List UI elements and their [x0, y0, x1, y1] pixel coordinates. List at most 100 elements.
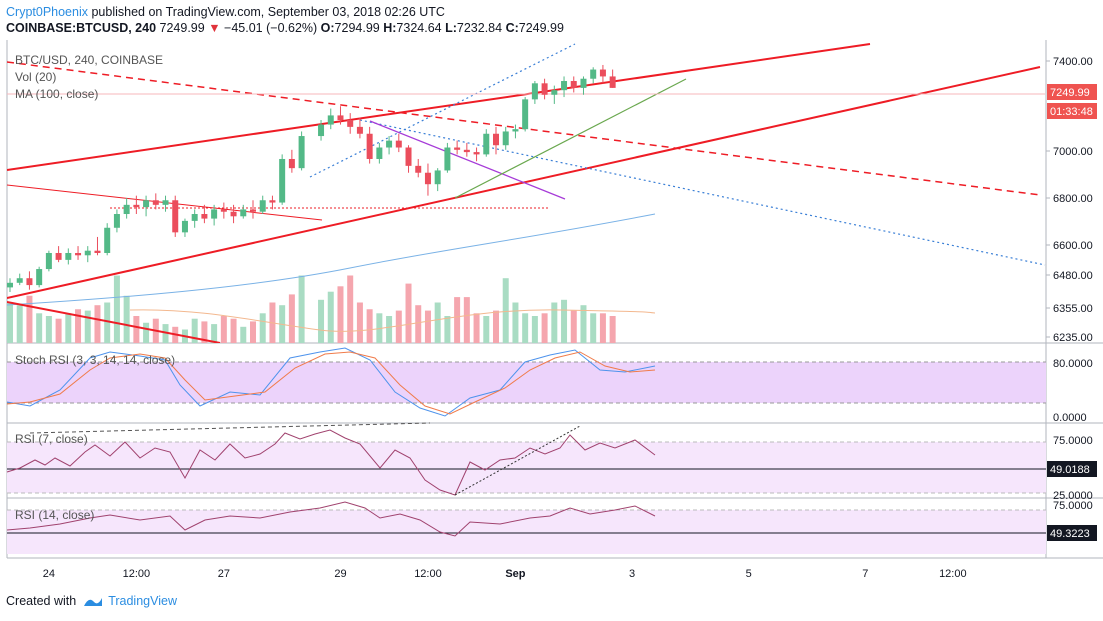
high-label: H: [383, 21, 397, 35]
low-label: L: [445, 21, 457, 35]
candle-body [288, 158, 295, 169]
price-chart[interactable]: 7400.00 7000.00 6800.00 6600.00 6480.00 6355.… [0, 40, 1103, 590]
volume-bar [463, 297, 470, 343]
price-tick-label: 6355.00 [1053, 303, 1093, 315]
volume-bar [580, 305, 587, 343]
time-tick-label: 27 [218, 568, 230, 580]
published-text: published on TradingView.com, September … [91, 5, 445, 19]
symbol-label: COINBASE:BTCUSD, 240 [6, 21, 157, 35]
candle-body [366, 133, 373, 159]
candle-body [415, 165, 422, 173]
down-arrow-icon: ▼ [208, 21, 221, 35]
time-tick-label: 5 [746, 568, 752, 580]
volume-bar [473, 313, 480, 343]
candle-body [522, 99, 529, 130]
time-tick-label: 7 [862, 568, 868, 580]
candle-body [376, 147, 383, 159]
ma-100-line [7, 213, 656, 306]
volume-bar [16, 305, 23, 343]
volume-bar [133, 316, 140, 343]
candle-body [181, 220, 188, 233]
volume-bar [318, 299, 325, 343]
author-link[interactable]: Crypt0Phoenix [6, 5, 88, 19]
price-tick-label: 6600.00 [1053, 240, 1093, 252]
volume-bar [45, 316, 52, 343]
candle-body [502, 131, 509, 146]
price-tick-label: 7000.00 [1053, 146, 1093, 158]
candle-body [279, 158, 286, 203]
candle-body [531, 83, 538, 100]
candle-body [269, 200, 276, 203]
stoch-legend: Stoch RSI (3, 3, 14, 14, close) [15, 353, 175, 367]
rsi14-line [6, 501, 656, 537]
high-value: 7324.64 [396, 21, 442, 35]
volume-bar [483, 316, 490, 343]
stoch-d-line [6, 351, 656, 415]
volume-bar [366, 309, 373, 343]
candle-body [424, 172, 431, 185]
candle-body [599, 69, 606, 77]
volume-bar [104, 302, 111, 343]
volume-bar [65, 313, 72, 343]
candle-body [463, 149, 470, 153]
volume-bar [55, 318, 62, 343]
rsi14-legend: RSI (14, close) [15, 508, 94, 522]
time-tick-label: 24 [43, 568, 55, 580]
candle-body [473, 152, 480, 155]
volume-bar [609, 316, 616, 343]
candle-body [16, 278, 23, 283]
volume-bar [541, 313, 548, 343]
tradingview-link[interactable]: TradingView [82, 594, 177, 608]
upper-channel-line [7, 43, 871, 171]
volume-bar [522, 313, 529, 343]
time-tick-label: 3 [629, 568, 635, 580]
candle-body [580, 78, 587, 88]
volume-bar [424, 310, 431, 343]
volume-bar [75, 309, 82, 343]
close-label: C: [505, 21, 519, 35]
candle-body [405, 147, 412, 166]
volume-bar [220, 316, 227, 343]
stoch-band [7, 362, 1046, 403]
stoch-level-0: 0.0000 [1053, 412, 1087, 424]
candle-body [483, 133, 490, 155]
ohlc-line: COINBASE:BTCUSD, 240 7249.99 ▼ −45.01 (−… [6, 20, 1096, 36]
last-price: 7249.99 [159, 21, 205, 35]
candle-body [36, 269, 43, 286]
footer: Created with TradingView [6, 594, 177, 608]
candle-body [512, 129, 519, 132]
candle-body [7, 282, 13, 288]
candle-body [84, 250, 91, 256]
created-with-label: Created with [6, 594, 77, 608]
volume-bar [502, 278, 509, 343]
candle-body [298, 136, 305, 169]
volume-bar [599, 313, 606, 343]
volume-bar [94, 305, 101, 343]
volume-bar [162, 324, 169, 343]
candle-body [493, 133, 499, 146]
candle-body [45, 252, 52, 270]
candle-body [201, 214, 208, 219]
volume-bar [36, 313, 43, 343]
volume-bar [531, 316, 538, 343]
open-label: O: [320, 21, 335, 35]
candle-body [250, 209, 256, 212]
candle-body [104, 227, 111, 253]
volume-bar [84, 310, 91, 343]
candle-body [191, 214, 198, 221]
rsi7-value-tag [1047, 461, 1097, 477]
time-tick-label: 12:00 [123, 568, 151, 580]
candle-body [133, 204, 140, 208]
stoch-level-80: 80.0000 [1053, 358, 1093, 370]
purple-trend-line [369, 120, 566, 200]
time-tick-label: Sep [505, 568, 525, 580]
price-tick-label: 6480.00 [1053, 270, 1093, 282]
candle-body [327, 115, 334, 125]
countdown-tag [1047, 103, 1097, 119]
candle-body [26, 278, 33, 286]
volume-bar [143, 322, 150, 343]
rsi7-legend: RSI (7, close) [15, 432, 88, 446]
volume-bar [561, 299, 568, 343]
candle-body [590, 69, 597, 79]
candle-body [454, 147, 461, 150]
